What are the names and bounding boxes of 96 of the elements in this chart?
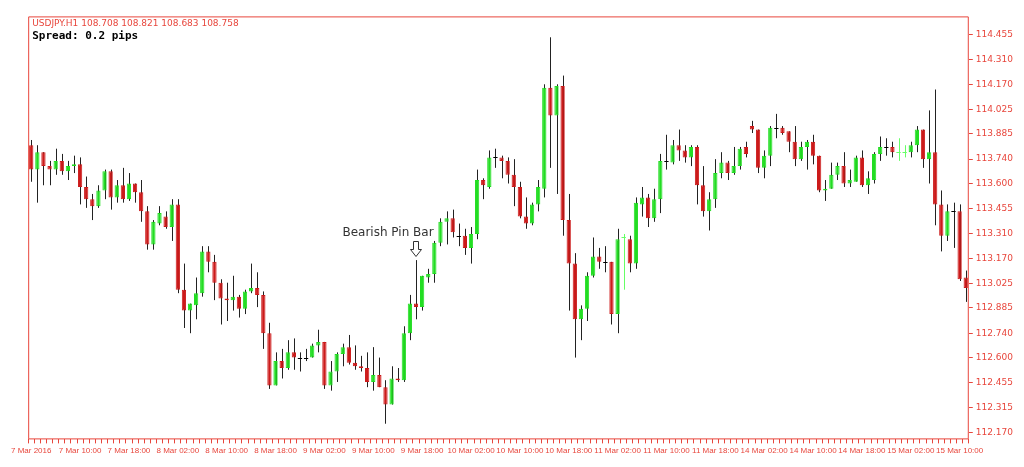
candlestick [456,223,462,247]
y-tick-label: 114.025 [975,103,1013,114]
candlestick [279,348,284,379]
candlestick [725,160,730,181]
x-tick-label: 15 Mar 02:00 [887,446,935,456]
candlestick [212,254,217,301]
y-tick-label: 112.315 [975,401,1013,412]
candlestick [627,235,632,273]
x-tick-label: 10 Mar 02:00 [447,446,496,456]
y-tick-label: 113.740 [975,153,1014,164]
candlestick [499,155,504,179]
candlestick [41,151,46,186]
candlestick [187,303,193,334]
x-tick-label: 8 Mar 02:00 [156,446,200,456]
candlestick [242,289,248,315]
candlestick [96,184,101,209]
candlestick [218,278,223,326]
candlestick [902,144,908,158]
candlestick [29,139,34,183]
candlestick [444,210,449,245]
x-tick-label: 11 Mar 18:00 [692,446,740,456]
x-tick-label: 10 Mar 18:00 [545,446,593,456]
x-tick-label: 14 Mar 10:00 [789,446,838,456]
candlestick [883,137,889,157]
x-tick-label: 9 Mar 02:00 [303,446,347,456]
x-tick-label: 14 Mar 02:00 [740,446,789,456]
y-tick-label: 113.885 [975,128,1013,139]
candlestick [663,134,670,171]
candlestick [895,137,902,162]
x-tick-label: 11 Mar 02:00 [594,446,642,456]
candlestick [346,334,351,366]
y-tick-label: 113.170 [975,252,1014,263]
candlestick [383,379,388,425]
candlestick [291,337,297,371]
candlestick [255,271,260,308]
candlestick [841,151,846,188]
x-tick-label: 7 Mar 10:00 [58,446,102,456]
candlestick [297,351,303,373]
candlestick [285,339,290,371]
y-tick-label: 113.310 [975,228,1014,239]
text: Spread: 0.2 pips [32,28,139,42]
candlestick [273,351,278,386]
candlestick [878,136,883,162]
candlestick [303,348,309,362]
candlestick [621,233,627,291]
candlestick [371,346,376,392]
candlestick [773,113,780,139]
candlestick [492,148,499,169]
x-tick-label: 7 Mar 2016 [11,446,53,456]
candlestick [157,205,162,226]
y-tick-label: 114.455 [975,29,1013,40]
y-tick-label: 113.025 [975,277,1013,288]
candlestick [102,169,107,200]
x-tick-label: 15 Mar 10:00 [936,446,984,456]
candlestick [90,193,95,221]
x-tick-label: 7 Mar 18:00 [107,446,151,456]
candlestick [377,357,382,388]
candlestick [719,151,724,179]
candlestick [731,146,736,176]
candlestick [865,170,871,195]
candlestick [35,144,40,204]
candlestick [639,186,645,218]
candlestick [328,360,333,392]
candlestick [926,109,932,185]
x-tick-label: 14 Mar 18:00 [838,446,887,456]
y-tick-label: 112.170 [975,426,1014,437]
candlestick [438,217,443,247]
y-tick-label: 112.885 [975,302,1013,313]
candlestick [670,139,675,165]
candlestick [602,245,609,273]
x-tick-label: 8 Mar 10:00 [205,446,249,456]
x-tick-label: 9 Mar 18:00 [400,446,445,456]
candlestick [151,219,156,251]
candlestick [945,203,950,242]
candlestick [53,148,58,176]
y-tick-label: 113.600 [975,177,1014,188]
y-tick-label: 112.740 [975,327,1014,338]
y-tick-label: 113.455 [975,203,1013,214]
x-tick-label: 11 Mar 10:00 [643,446,691,456]
candlestick [47,160,52,186]
chart-title: USDJPY.H1 108.708 108.821 108.683 108.758 [32,18,239,29]
candlestick [523,196,529,230]
candlestick [853,155,858,183]
x-tick-label: 9 Mar 10:00 [351,446,396,456]
candlestick [206,245,211,273]
x-tick-label: 10 Mar 10:00 [496,446,544,456]
candlestick [340,343,345,367]
x-tick-label: 8 Mar 18:00 [254,446,298,456]
candlestick [334,351,339,383]
y-tick-label: 112.600 [975,351,1014,362]
y-tick-label: 112.455 [975,377,1013,388]
annotation: Bearish Pin Bar [342,225,434,240]
y-tick-label: 114.310 [975,54,1014,65]
y-tick-label: 114.170 [975,78,1014,89]
candlestick [950,202,957,249]
candlestick [529,202,535,226]
